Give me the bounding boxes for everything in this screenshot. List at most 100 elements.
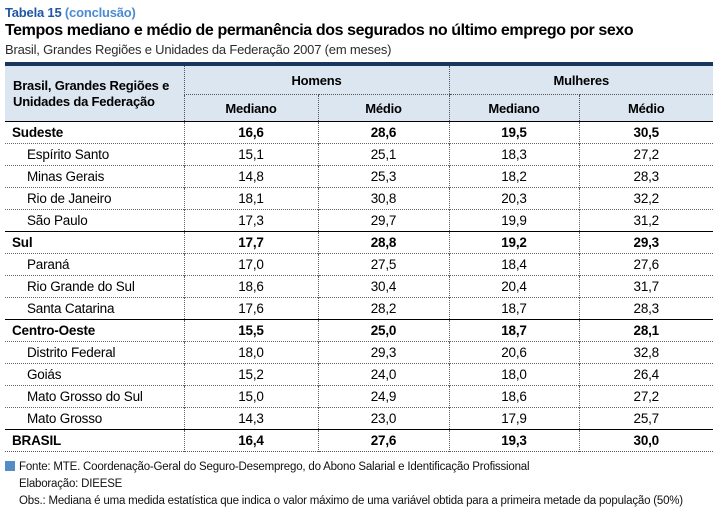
value-cell: 27,2 (578, 385, 714, 408)
value-cell: 28,2 (317, 297, 449, 320)
region-cell: Rio Grande do Sul (5, 275, 184, 298)
value-cell: 18,0 (183, 341, 318, 364)
region-cell: Santa Catarina (5, 297, 184, 320)
value-cell: 28,8 (317, 231, 449, 254)
value-cell: 18,1 (183, 187, 318, 210)
value-cell: 27,6 (578, 253, 714, 276)
title-block: Tabela 15 (conclusão) Tempos mediano e m… (5, 5, 712, 57)
column-header-mulheres-mediano: Mediano (448, 94, 579, 122)
value-cell: 25,1 (317, 143, 449, 166)
value-cell: 29,7 (317, 209, 449, 232)
table-row: BRASIL 16,4 27,6 19,3 30,0 (5, 429, 714, 452)
value-cell: 29,3 (578, 231, 714, 254)
value-cell: 18,6 (183, 275, 318, 298)
column-group-mulheres: Mulheres (448, 64, 714, 96)
value-cell: 27,5 (317, 253, 449, 276)
value-cell: 26,4 (578, 363, 714, 386)
table-row: Paraná 17,0 27,5 18,4 27,6 (5, 253, 714, 276)
table-body: Sudeste 16,6 28,6 19,5 30,5 Espírito San… (5, 121, 714, 452)
table-row: Centro-Oeste 15,5 25,0 18,7 28,1 (5, 319, 714, 342)
value-cell: 15,0 (183, 385, 318, 408)
value-cell: 19,2 (448, 231, 579, 254)
source-text: Fonte: MTE. Coordenação-Geral do Seguro-… (19, 461, 530, 474)
value-cell: 30,4 (317, 275, 449, 298)
value-cell: 30,8 (317, 187, 449, 210)
value-cell: 17,6 (183, 297, 318, 320)
value-cell: 18,7 (448, 319, 579, 342)
table-row: Espírito Santo 15,1 25,1 18,3 27,2 (5, 143, 714, 166)
source-line: Fonte: MTE. Coordenação-Geral do Seguro-… (5, 459, 712, 476)
table-header: Brasil, Grandes Regiões e Unidades da Fe… (5, 64, 714, 122)
value-cell: 20,4 (448, 275, 579, 298)
table-row: Goiás 15,2 24,0 18,0 26,4 (5, 363, 714, 386)
region-cell: Mato Grosso do Sul (5, 385, 184, 408)
page-title: Tempos mediano e médio de permanência do… (5, 22, 634, 39)
value-cell: 14,3 (183, 407, 318, 430)
table-number: Tabela 15 (5, 5, 62, 20)
region-cell: Rio de Janeiro (5, 187, 184, 210)
value-cell: 32,8 (578, 341, 714, 364)
region-cell: Paraná (5, 253, 184, 276)
data-table: Brasil, Grandes Regiões e Unidades da Fe… (5, 62, 714, 453)
value-cell: 28,6 (317, 121, 449, 144)
value-cell: 15,1 (183, 143, 318, 166)
value-cell: 25,7 (578, 407, 714, 430)
region-cell: Centro-Oeste (5, 319, 184, 342)
value-cell: 32,2 (578, 187, 714, 210)
elaboration-line: Elaboração: DIEESE (19, 478, 123, 491)
table-row: Rio Grande do Sul 18,6 30,4 20,4 31,7 (5, 275, 714, 298)
region-cell: Goiás (5, 363, 184, 386)
value-cell: 17,0 (183, 253, 318, 276)
observation-line: Obs.: Mediana é uma medida estatística q… (19, 494, 683, 507)
value-cell: 18,4 (448, 253, 579, 276)
source-square-icon (5, 461, 15, 472)
region-cell: São Paulo (5, 209, 184, 232)
value-cell: 28,1 (578, 319, 714, 342)
value-cell: 30,0 (578, 429, 714, 452)
region-cell: Minas Gerais (5, 165, 184, 188)
value-cell: 25,3 (317, 165, 449, 188)
region-cell: Espírito Santo (5, 143, 184, 166)
table-row: Rio de Janeiro 18,1 30,8 20,3 32,2 (5, 187, 714, 210)
column-header-mulheres-medio: Médio (578, 94, 714, 122)
value-cell: 25,0 (317, 319, 449, 342)
value-cell: 18,0 (448, 363, 579, 386)
value-cell: 30,5 (578, 121, 714, 144)
table-row: Distrito Federal 18,0 29,3 20,6 32,8 (5, 341, 714, 364)
value-cell: 28,3 (578, 165, 714, 188)
value-cell: 19,9 (448, 209, 579, 232)
value-cell: 31,2 (578, 209, 714, 232)
column-header-homens-medio: Médio (317, 94, 449, 122)
value-cell: 29,3 (317, 341, 449, 364)
value-cell: 27,2 (578, 143, 714, 166)
table-row: São Paulo 17,3 29,7 19,9 31,2 (5, 209, 714, 232)
column-group-homens: Homens (183, 64, 449, 96)
value-cell: 24,9 (317, 385, 449, 408)
table-number-line: Tabela 15 (conclusão) (5, 5, 712, 20)
table-row: Santa Catarina 17,6 28,2 18,7 28,3 (5, 297, 714, 320)
region-cell: Distrito Federal (5, 341, 184, 364)
region-cell: Sul (5, 231, 184, 254)
value-cell: 23,0 (317, 407, 449, 430)
table-number-suffix: (conclusão) (64, 5, 136, 20)
value-cell: 31,7 (578, 275, 714, 298)
value-cell: 19,5 (448, 121, 579, 144)
table-row: Mato Grosso do Sul 15,0 24,9 18,6 27,2 (5, 385, 714, 408)
value-cell: 27,6 (317, 429, 449, 452)
table-row: Sul 17,7 28,8 19,2 29,3 (5, 231, 714, 254)
value-cell: 17,7 (183, 231, 318, 254)
region-cell: Sudeste (5, 121, 184, 144)
value-cell: 18,6 (448, 385, 579, 408)
value-cell: 15,5 (183, 319, 318, 342)
value-cell: 15,2 (183, 363, 318, 386)
value-cell: 20,6 (448, 341, 579, 364)
value-cell: 16,4 (183, 429, 318, 452)
value-cell: 18,7 (448, 297, 579, 320)
region-cell: BRASIL (5, 429, 184, 452)
value-cell: 24,0 (317, 363, 449, 386)
value-cell: 14,8 (183, 165, 318, 188)
value-cell: 28,3 (578, 297, 714, 320)
value-cell: 17,9 (448, 407, 579, 430)
table-row: Mato Grosso 14,3 23,0 17,9 25,7 (5, 407, 714, 430)
